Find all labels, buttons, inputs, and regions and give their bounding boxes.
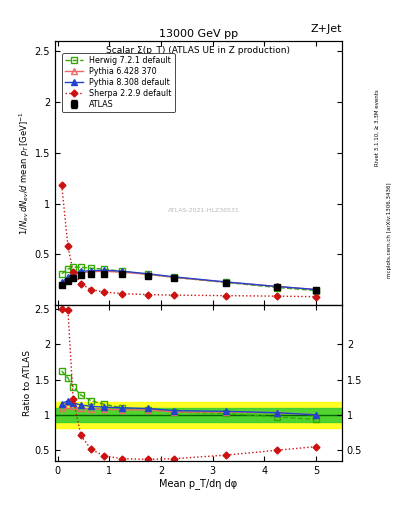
Line: Pythia 6.428 370: Pythia 6.428 370: [59, 268, 319, 293]
Line: Pythia 8.308 default: Pythia 8.308 default: [59, 267, 319, 293]
Text: Rivet 3.1.10, ≥ 3.3M events: Rivet 3.1.10, ≥ 3.3M events: [375, 90, 380, 166]
Pythia 6.428 370: [79, 270, 83, 276]
Sherpa 2.2.9 default: [275, 293, 280, 299]
Text: mcplots.cern.ch [arXiv:1306.3436]: mcplots.cern.ch [arXiv:1306.3436]: [387, 183, 391, 278]
Line: Sherpa 2.2.9 default: Sherpa 2.2.9 default: [59, 183, 318, 299]
Pythia 6.428 370: [102, 268, 107, 274]
Y-axis label: $1/N_{ev}\,dN_{ev}/d$ mean $p_T\,[\mathrm{GeV}]^{-1}$: $1/N_{ev}\,dN_{ev}/d$ mean $p_T\,[\mathr…: [17, 111, 32, 235]
Sherpa 2.2.9 default: [79, 281, 83, 287]
Y-axis label: Ratio to ATLAS: Ratio to ATLAS: [23, 350, 32, 416]
Pythia 6.428 370: [120, 269, 125, 275]
Sherpa 2.2.9 default: [66, 243, 70, 249]
Pythia 6.428 370: [66, 275, 70, 282]
Pythia 8.308 default: [89, 268, 94, 274]
Text: Scalar Σ(p_T) (ATLAS UE in Z production): Scalar Σ(p_T) (ATLAS UE in Z production): [107, 46, 290, 55]
Legend: Herwig 7.2.1 default, Pythia 6.428 370, Pythia 8.308 default, Sherpa 2.2.9 defau: Herwig 7.2.1 default, Pythia 6.428 370, …: [62, 53, 175, 113]
Herwig 7.2.1 default: [59, 271, 64, 277]
X-axis label: Mean p_T/dη dφ: Mean p_T/dη dφ: [159, 478, 238, 489]
Pythia 8.308 default: [79, 268, 83, 274]
Herwig 7.2.1 default: [89, 265, 94, 271]
Title: 13000 GeV pp: 13000 GeV pp: [159, 29, 238, 39]
Pythia 8.308 default: [71, 270, 75, 276]
Sherpa 2.2.9 default: [89, 287, 94, 293]
Pythia 8.308 default: [314, 287, 318, 293]
Pythia 8.308 default: [146, 271, 151, 277]
Herwig 7.2.1 default: [172, 274, 176, 281]
Pythia 8.308 default: [275, 284, 280, 290]
Herwig 7.2.1 default: [275, 285, 280, 291]
Pythia 8.308 default: [120, 268, 125, 274]
Sherpa 2.2.9 default: [59, 182, 64, 188]
Sherpa 2.2.9 default: [172, 292, 176, 298]
Sherpa 2.2.9 default: [120, 290, 125, 296]
Herwig 7.2.1 default: [146, 271, 151, 278]
Line: Herwig 7.2.1 default: Herwig 7.2.1 default: [59, 264, 319, 294]
Pythia 8.308 default: [102, 267, 107, 273]
Pythia 6.428 370: [89, 269, 94, 275]
Text: ATLAS-2021-HLZ36531: ATLAS-2021-HLZ36531: [168, 208, 240, 212]
Sherpa 2.2.9 default: [314, 293, 318, 300]
Herwig 7.2.1 default: [79, 264, 83, 270]
Herwig 7.2.1 default: [120, 268, 125, 274]
Herwig 7.2.1 default: [314, 288, 318, 294]
Herwig 7.2.1 default: [66, 266, 70, 272]
Sherpa 2.2.9 default: [102, 289, 107, 295]
Pythia 8.308 default: [59, 280, 64, 286]
Pythia 6.428 370: [314, 287, 318, 293]
Pythia 8.308 default: [223, 279, 228, 285]
Sherpa 2.2.9 default: [223, 292, 228, 298]
Pythia 6.428 370: [172, 274, 176, 281]
Herwig 7.2.1 default: [223, 280, 228, 286]
Pythia 6.428 370: [59, 281, 64, 287]
Herwig 7.2.1 default: [71, 264, 75, 270]
Pythia 6.428 370: [223, 279, 228, 285]
Pythia 8.308 default: [172, 274, 176, 280]
Herwig 7.2.1 default: [102, 266, 107, 272]
Bar: [55, 402, 342, 428]
Pythia 6.428 370: [71, 272, 75, 278]
Bar: [55, 408, 342, 422]
Text: Z+Jet: Z+Jet: [310, 24, 342, 34]
Pythia 6.428 370: [146, 271, 151, 278]
Sherpa 2.2.9 default: [146, 291, 151, 297]
Pythia 6.428 370: [275, 284, 280, 290]
Sherpa 2.2.9 default: [71, 269, 75, 275]
Pythia 8.308 default: [66, 274, 70, 280]
